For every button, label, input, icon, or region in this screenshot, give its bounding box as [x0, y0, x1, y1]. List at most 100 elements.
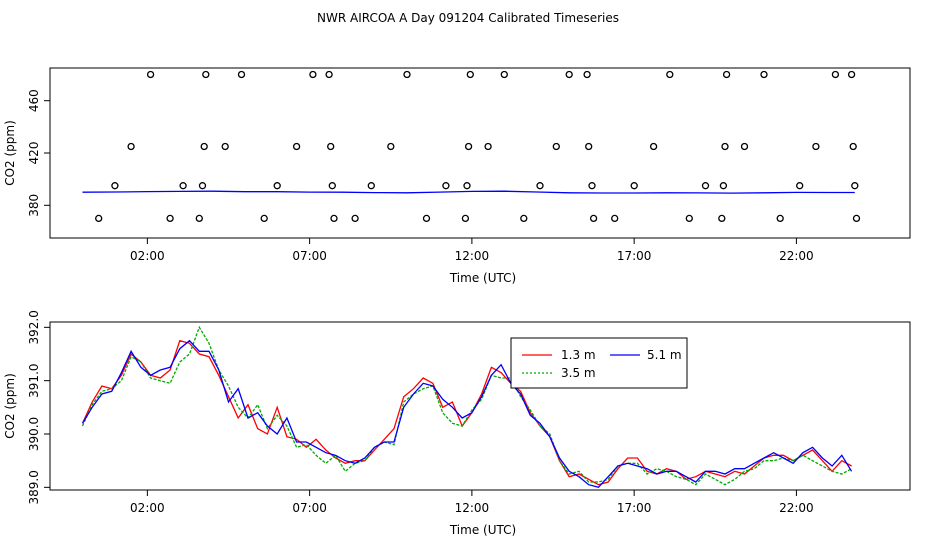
data-point	[146, 70, 155, 79]
bottom-x-tick-label: 17:00	[617, 501, 652, 515]
data-point	[851, 182, 859, 190]
data-point	[589, 214, 598, 223]
top-scatter-points	[95, 70, 861, 223]
data-point	[309, 70, 317, 79]
data-point	[500, 70, 508, 79]
legend: 1.3 m 3.5 m 5.1 m	[510, 337, 688, 389]
bottom-y-axis-label: CO2 (ppm)	[3, 373, 17, 439]
data-point	[701, 182, 710, 190]
bottom-y-tick-label: 390.0	[27, 417, 41, 451]
data-point	[273, 182, 281, 190]
data-point	[649, 142, 658, 151]
bottom-x-axis: 02:00 07:00 12:00 17:00 22:00	[130, 490, 814, 515]
legend-label-3-5m: 3.5 m	[561, 366, 596, 380]
data-point	[200, 142, 208, 151]
data-point	[325, 70, 333, 79]
data-point	[463, 182, 471, 190]
bottom-x-axis-label: Time (UTC)	[449, 523, 516, 537]
top-y-axis-label: CO2 (ppm)	[3, 120, 17, 186]
data-point	[565, 70, 573, 79]
data-point	[585, 142, 593, 151]
bottom-y-tick-label: 392.0	[27, 310, 41, 344]
data-point	[198, 182, 207, 190]
top-plot-frame	[49, 67, 911, 239]
top-y-tick-label: 380	[27, 194, 41, 217]
data-point	[719, 182, 728, 190]
top-series-polyline	[82, 190, 855, 194]
data-point	[237, 70, 246, 79]
chart-title: NWR AIRCOA A Day 091204 Calibrated Times…	[317, 11, 619, 25]
data-point	[351, 214, 359, 223]
bottom-x-tick-label: 07:00	[292, 501, 327, 515]
data-point	[484, 142, 492, 151]
series-line-1-3-m	[81, 339, 852, 486]
data-point	[718, 214, 726, 223]
data-point	[461, 214, 470, 223]
data-point	[611, 214, 619, 223]
bottom-x-tick-label: 12:00	[455, 501, 490, 515]
bottom-series-lines	[81, 325, 853, 489]
data-point	[111, 182, 119, 190]
data-point	[831, 70, 840, 79]
data-point	[328, 182, 336, 190]
data-point	[464, 142, 473, 151]
data-point	[583, 70, 591, 79]
data-point	[849, 142, 857, 151]
data-point	[179, 182, 187, 190]
top-y-tick-label: 420	[27, 142, 41, 165]
series-line-5-1-m	[81, 339, 853, 489]
data-point	[520, 214, 528, 223]
data-point	[722, 70, 731, 79]
bottom-x-tick-label: 02:00	[130, 501, 165, 515]
data-point	[330, 214, 338, 223]
data-point	[588, 182, 596, 190]
data-point	[630, 182, 638, 190]
top-x-tick-label: 12:00	[455, 249, 490, 263]
top-y-axis: 380 420 460	[27, 89, 50, 217]
data-point	[552, 142, 560, 151]
data-point	[847, 70, 856, 79]
data-point	[812, 142, 820, 151]
top-series-line	[82, 190, 855, 194]
data-point	[796, 182, 804, 190]
data-point	[260, 214, 268, 223]
data-point	[721, 142, 729, 151]
data-point	[403, 70, 411, 79]
data-point	[466, 70, 474, 79]
data-point	[685, 214, 693, 223]
legend-box	[510, 337, 688, 389]
top-x-axis: 02:00 07:00 12:00 17:00 22:00	[130, 238, 814, 263]
data-point	[536, 182, 544, 190]
data-point	[327, 142, 335, 151]
top-panel: 380 420 460 02:00 07:00 12:00 17:00 22:00 Time…	[3, 67, 911, 285]
data-point	[367, 182, 375, 190]
data-point	[221, 142, 229, 151]
top-x-axis-label: Time (UTC)	[449, 271, 516, 285]
data-point	[95, 214, 103, 223]
legend-label-5-1m: 5.1 m	[647, 348, 682, 362]
bottom-y-axis: 389.0 390.0 391.0 392.0	[27, 310, 50, 505]
bottom-y-tick-label: 389.0	[27, 470, 41, 504]
top-x-tick-label: 17:00	[617, 249, 652, 263]
data-point	[202, 70, 210, 79]
series-line-3-5-m	[81, 325, 852, 486]
data-point	[166, 214, 174, 223]
bottom-x-tick-label: 22:00	[779, 501, 814, 515]
data-point	[195, 214, 203, 223]
data-point	[740, 142, 749, 151]
data-point	[852, 214, 861, 223]
top-x-tick-label: 07:00	[292, 249, 327, 263]
top-x-tick-label: 22:00	[779, 249, 814, 263]
data-point	[666, 70, 674, 79]
data-point	[422, 214, 431, 223]
data-point	[387, 142, 395, 151]
data-point	[776, 214, 784, 223]
legend-label-1-3m: 1.3 m	[561, 348, 596, 362]
bottom-plot-frame	[49, 321, 911, 491]
data-point	[127, 142, 135, 151]
top-x-tick-label: 02:00	[130, 249, 165, 263]
data-point	[292, 142, 301, 151]
data-point	[760, 70, 768, 79]
data-point	[442, 182, 450, 190]
